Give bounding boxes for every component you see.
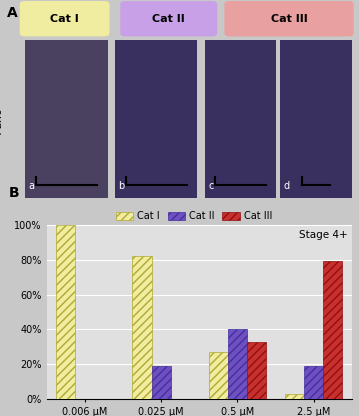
Bar [285,394,304,399]
Bar [209,352,228,399]
Bar [205,40,276,198]
Legend: Cat I, Cat II, Cat III: Cat I, Cat II, Cat III [112,208,276,225]
Text: b: b [118,181,125,191]
Text: c: c [208,181,214,191]
Bar [247,342,266,399]
Bar [25,40,108,198]
Text: Stage 4+: Stage 4+ [299,230,347,240]
Text: Cat III: Cat III [271,14,307,24]
Text: A: A [7,6,18,20]
Bar [56,225,75,399]
Bar [132,256,151,399]
Text: Cat II: Cat II [152,14,185,24]
FancyBboxPatch shape [224,1,354,36]
Bar [115,40,197,198]
Bar [151,366,171,399]
FancyBboxPatch shape [20,1,109,36]
Text: Cat I: Cat I [50,14,79,24]
Text: B: B [9,186,19,200]
Bar [228,329,247,399]
Bar [280,40,352,198]
FancyBboxPatch shape [120,1,217,36]
Text: d: d [284,181,290,191]
Text: Pax6: Pax6 [0,107,3,134]
Text: a: a [29,181,35,191]
Bar [323,261,342,399]
Bar [304,366,323,399]
